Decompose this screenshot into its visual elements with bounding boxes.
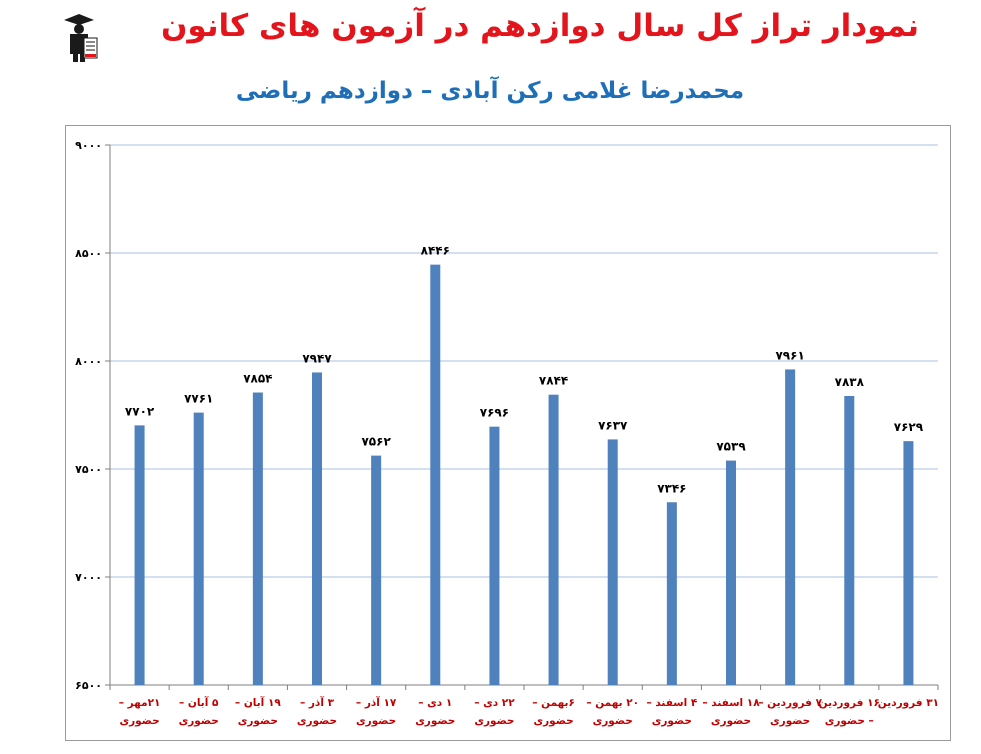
x-category-label: حضوری [711, 715, 751, 727]
x-category-label: حضوری [238, 715, 278, 727]
data-label: ۷۳۴۶ [657, 481, 686, 495]
x-category-label: حضوری [474, 715, 514, 727]
data-label: ۸۴۴۶ [421, 244, 450, 258]
y-tick-label: ۷۵۰۰ [75, 463, 102, 476]
data-label: ۷۷۰۲ [125, 404, 155, 418]
x-category-label: ۱۷ آذر – [356, 696, 397, 709]
data-label: ۷۷۶۱ [184, 392, 213, 406]
bar [134, 425, 145, 685]
bar [607, 439, 618, 685]
bar [193, 412, 204, 685]
bar [252, 392, 263, 685]
data-label: ۷۶۲۹ [894, 420, 924, 434]
bar-chart: ۶۵۰۰ ۷۰۰۰ ۷۵۰۰ ۸۰۰۰ ۸۵۰۰ ۹۰۰۰ ۷۷۰۲ ۲۱مهر – حضوری… [75, 139, 939, 727]
x-category-label: حضوری [593, 715, 633, 727]
data-label: ۷۸۴۴ [539, 374, 568, 388]
y-tick-label: ۷۰۰۰ [75, 571, 102, 584]
x-category-label: ۵ آبان – [179, 696, 219, 709]
x-category-label: ۲۱مهر – [119, 697, 161, 709]
x-category-label: ۱۶ فروردین [819, 697, 880, 709]
data-label: ۷۸۳۸ [835, 375, 865, 389]
bar [785, 369, 796, 685]
x-category-label: حضوری [415, 715, 455, 727]
chart-title: نمودار تراز کل سال دوازدهم در آزمون های … [160, 8, 920, 44]
x-category-label: ۳ آذر – [300, 696, 335, 709]
bar [666, 502, 677, 685]
data-label: ۷۹۴۷ [302, 351, 332, 365]
data-label: ۷۶۳۷ [598, 418, 628, 432]
x-category-label: ۲۲ دی – [474, 697, 515, 709]
bar [430, 264, 441, 685]
data-label: ۷۸۵۴ [243, 372, 272, 386]
bar [548, 394, 559, 685]
x-category-label: ۱ دی – [418, 697, 452, 709]
x-category-label: حضوری [652, 715, 692, 727]
x-category-label: حضوری [297, 715, 337, 727]
data-label: ۷۵۳۹ [716, 440, 746, 454]
x-category-label: حضوری [533, 715, 573, 727]
x-category-label: ۷ فروردین – [758, 697, 822, 709]
x-category-label: حضوری [770, 715, 810, 727]
bar [726, 460, 736, 685]
x-category-label: ۶بهمن – [532, 697, 575, 709]
x-category-label: ۳۱ فروردین [878, 697, 939, 709]
bar [371, 455, 382, 685]
data-label: ۷۶۹۶ [480, 406, 509, 420]
x-category-label: حضوری [119, 715, 159, 727]
y-tick-label: ۸۵۰۰ [75, 247, 102, 260]
x-category-label: حضوری [179, 715, 219, 727]
bar [903, 441, 914, 685]
data-label: ۷۵۶۲ [361, 435, 391, 449]
chart-area: ۶۵۰۰ ۷۰۰۰ ۷۵۰۰ ۸۰۰۰ ۸۵۰۰ ۹۰۰۰ ۷۷۰۲ ۲۱مهر – حضوری… [65, 125, 951, 741]
bar [312, 372, 322, 685]
chart-subtitle: محمدرضا غلامی رکن آبادی – دوازدهم ریاضی [235, 78, 745, 104]
y-tick-label: ۶۵۰۰ [75, 679, 102, 692]
x-category-label: ۱۹ آبان – [235, 696, 281, 709]
bar [489, 426, 500, 685]
bar [844, 395, 855, 685]
graduate-figure-icon [64, 14, 98, 62]
x-category-label: ۲۰ بهمن – [586, 697, 639, 709]
data-label: ۷۹۶۱ [775, 348, 804, 362]
y-tick-label: ۸۰۰۰ [75, 355, 102, 368]
x-category-label: ۱۸ اسفند – [702, 697, 760, 709]
x-category-label: حضوری [356, 715, 396, 727]
x-category-label: – حضوری [825, 715, 874, 727]
y-tick-label: ۹۰۰۰ [75, 139, 102, 152]
x-category-label: ۴ اسفند – [646, 697, 697, 709]
